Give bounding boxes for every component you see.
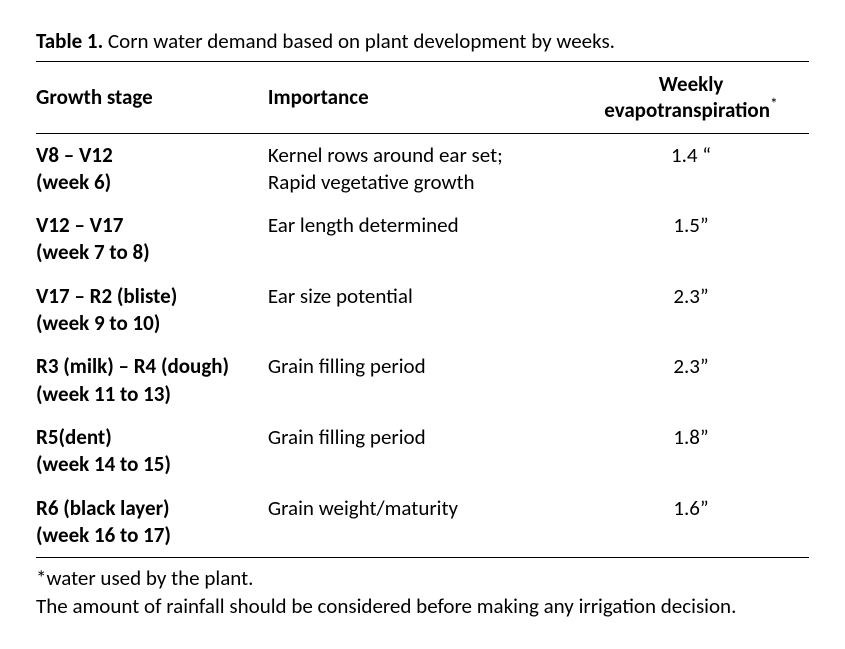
cell-stage: R5(dent) (week 14 to 15) xyxy=(36,416,268,487)
cell-stage: R6 (black layer) (week 16 to 17) xyxy=(36,487,268,558)
cell-importance: Kernel rows around ear set; Rapid vegeta… xyxy=(268,133,577,204)
header-growth-stage: Growth stage xyxy=(36,62,268,133)
importance-line1: Kernel rows around ear set; xyxy=(268,142,503,168)
table-row: R5(dent) (week 14 to 15) Grain filling p… xyxy=(36,416,809,487)
stage-line1: V8 – V12 xyxy=(36,142,113,168)
stage-line1: R6 (black layer) xyxy=(36,495,170,521)
table-caption-label: Table 1. xyxy=(36,28,103,54)
stage-line1: V17 – R2 (bliste) xyxy=(36,283,177,309)
importance-line2: Rapid vegetative growth xyxy=(268,169,475,195)
cell-importance: Grain filling period xyxy=(268,345,577,416)
importance-line1: Ear size potential xyxy=(268,283,413,309)
header-importance: Importance xyxy=(268,62,577,133)
table-caption: Table 1. Corn water demand based on plan… xyxy=(36,28,809,55)
cell-stage: R3 (milk) – R4 (dough) (week 11 to 13) xyxy=(36,345,268,416)
cell-stage: V12 – V17 (week 7 to 8) xyxy=(36,204,268,275)
cell-et: 2.3” xyxy=(577,345,809,416)
water-demand-table: Growth stage Importance Weekly evapotran… xyxy=(36,61,809,558)
stage-line1: R3 (milk) – R4 (dough) xyxy=(36,353,229,379)
table-caption-text: Corn water demand based on plant develop… xyxy=(103,28,615,54)
stage-line1: V12 – V17 xyxy=(36,212,123,238)
stage-line2: (week 16 to 17) xyxy=(36,522,171,548)
table-row: V8 – V12 (week 6) Kernel rows around ear… xyxy=(36,133,809,204)
stage-line2: (week 6) xyxy=(36,169,111,195)
table-row: V17 – R2 (bliste) (week 9 to 10) Ear siz… xyxy=(36,275,809,346)
cell-et: 1.4 “ xyxy=(577,133,809,204)
cell-importance: Ear size potential xyxy=(268,275,577,346)
header-evapotranspiration: Weekly evapotranspiration* xyxy=(577,62,809,133)
stage-line2: (week 7 to 8) xyxy=(36,239,150,265)
footnote-line2: The amount of rainfall should be conside… xyxy=(36,592,809,620)
cell-importance: Grain filling period xyxy=(268,416,577,487)
stage-line2: (week 11 to 13) xyxy=(36,381,171,407)
cell-importance: Grain weight/maturity xyxy=(268,487,577,558)
header-et-line1: Weekly xyxy=(659,71,724,97)
header-et-note-marker: * xyxy=(770,95,778,114)
cell-et: 1.6” xyxy=(577,487,809,558)
table-row: V12 – V17 (week 7 to 8) Ear length deter… xyxy=(36,204,809,275)
stage-line2: (week 14 to 15) xyxy=(36,451,171,477)
header-et-line2: evapotranspiration xyxy=(604,97,770,123)
importance-line1: Grain filling period xyxy=(268,424,426,450)
cell-et: 2.3” xyxy=(577,275,809,346)
table-row: R6 (black layer) (week 16 to 17) Grain w… xyxy=(36,487,809,558)
table-footnote: *water used by the plant. The amount of … xyxy=(36,558,809,621)
stage-line2: (week 9 to 10) xyxy=(36,310,160,336)
table-row: R3 (milk) – R4 (dough) (week 11 to 13) G… xyxy=(36,345,809,416)
cell-importance: Ear length determined xyxy=(268,204,577,275)
cell-stage: V17 – R2 (bliste) (week 9 to 10) xyxy=(36,275,268,346)
stage-line1: R5(dent) xyxy=(36,424,112,450)
importance-line1: Ear length determined xyxy=(268,212,459,238)
importance-line1: Grain filling period xyxy=(268,353,426,379)
footnote-line1: *water used by the plant. xyxy=(36,564,809,592)
importance-line1: Grain weight/maturity xyxy=(268,495,458,521)
cell-et: 1.5” xyxy=(577,204,809,275)
table-header-row: Growth stage Importance Weekly evapotran… xyxy=(36,62,809,133)
cell-stage: V8 – V12 (week 6) xyxy=(36,133,268,204)
cell-et: 1.8” xyxy=(577,416,809,487)
